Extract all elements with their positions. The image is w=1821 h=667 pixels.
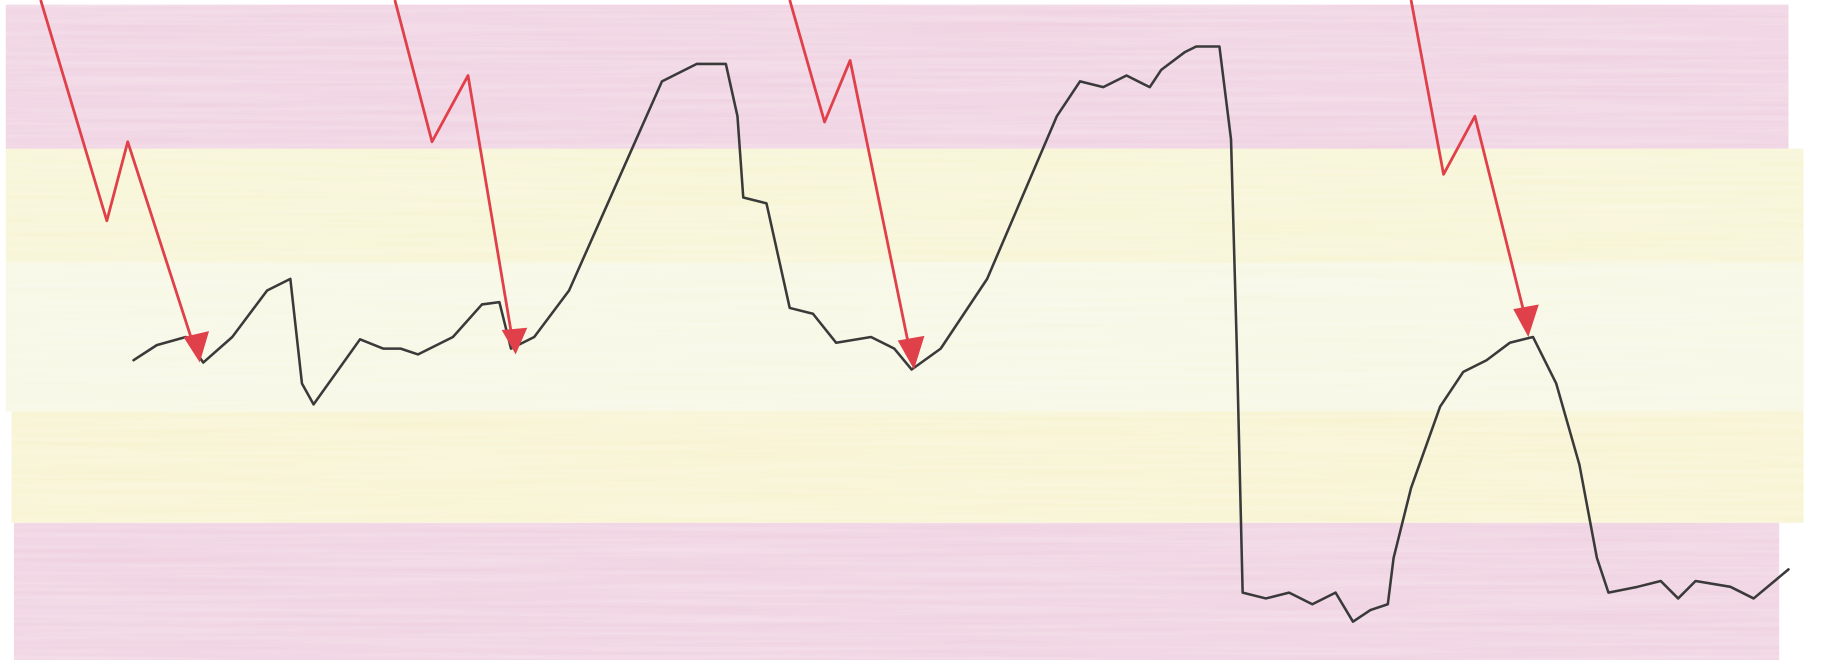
arrow bbox=[788, 0, 910, 344]
arrowhead bbox=[501, 327, 528, 355]
arrow bbox=[1409, 0, 1526, 312]
yellow-band-lower bbox=[11, 411, 1804, 523]
pale-band-middle bbox=[5, 262, 1804, 412]
arrowheads bbox=[183, 304, 1539, 370]
bands bbox=[5, 4, 1804, 661]
arrow bbox=[393, 0, 513, 332]
arrowhead bbox=[1513, 304, 1539, 337]
arrowhead bbox=[897, 335, 925, 370]
pink-band-top bbox=[5, 4, 1789, 149]
arrows bbox=[39, 0, 1526, 344]
arrowhead bbox=[183, 331, 210, 363]
price-line bbox=[132, 45, 1790, 623]
pink-band-bottom bbox=[13, 522, 1780, 661]
yellow-band-upper bbox=[5, 148, 1804, 263]
arrow bbox=[39, 0, 193, 340]
